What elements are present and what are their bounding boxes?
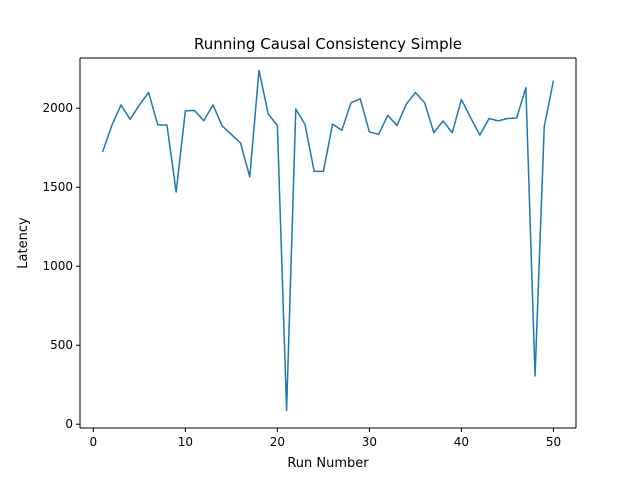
data-point-33 (395, 124, 399, 128)
data-point-5 (137, 103, 141, 107)
y-tick-label-1500: 1500 (42, 180, 73, 194)
data-point-12 (202, 119, 206, 123)
data-point-46 (515, 116, 519, 120)
x-axis-label: Run Number (287, 456, 369, 471)
data-point-49 (542, 124, 546, 128)
x-tick-label-30: 30 (362, 435, 377, 449)
chart-title: Running Causal Consistency Simple (194, 35, 462, 53)
data-point-10 (183, 109, 187, 113)
data-point-16 (239, 141, 243, 145)
x-tick-label-40: 40 (454, 435, 469, 449)
data-point-8 (165, 123, 169, 127)
data-point-35 (413, 90, 417, 94)
data-point-34 (404, 102, 408, 106)
x-tick-label-0: 0 (90, 435, 98, 449)
data-point-36 (423, 101, 427, 105)
y-tick-label-0: 0 (65, 417, 73, 431)
y-tick-label-2000: 2000 (42, 101, 73, 115)
data-point-40 (459, 98, 463, 102)
data-point-17 (248, 175, 252, 179)
data-point-15 (229, 132, 233, 136)
data-point-20 (275, 124, 279, 128)
data-point-7 (156, 123, 160, 127)
data-point-3 (119, 103, 123, 107)
data-point-22 (294, 107, 298, 111)
data-point-44 (496, 119, 500, 123)
data-point-38 (441, 119, 445, 123)
data-point-32 (386, 113, 390, 117)
x-tick-label-10: 10 (178, 435, 193, 449)
data-point-41 (469, 116, 473, 120)
y-tick-label-500: 500 (50, 338, 73, 352)
data-point-13 (211, 103, 215, 107)
y-tick-label-1000: 1000 (42, 259, 73, 273)
y-ticks: 0 500 1000 1500 2000 (42, 101, 80, 431)
data-point-11 (193, 108, 197, 112)
data-point-47 (524, 86, 528, 90)
data-point-30 (367, 130, 371, 134)
data-point-29 (358, 97, 362, 101)
x-ticks: 0 10 20 30 40 50 (90, 428, 561, 449)
data-point-9 (174, 190, 178, 194)
data-point-25 (321, 169, 325, 173)
data-point-18 (257, 68, 261, 72)
data-point-4 (128, 117, 132, 121)
data-point-6 (147, 90, 151, 94)
data-point-23 (303, 122, 307, 126)
data-point-27 (340, 128, 344, 132)
data-layer (101, 68, 555, 412)
data-point-2 (110, 124, 114, 128)
data-point-50 (551, 79, 555, 83)
data-point-28 (349, 101, 353, 105)
axes-frame (79, 57, 577, 429)
data-point-31 (377, 132, 381, 136)
data-point-37 (432, 131, 436, 135)
series-line-0 (101, 69, 555, 412)
data-point-19 (266, 112, 270, 116)
data-point-45 (505, 117, 509, 121)
data-point-43 (487, 117, 491, 121)
data-point-48 (533, 374, 537, 378)
data-point-26 (331, 122, 335, 126)
data-point-42 (478, 133, 482, 137)
y-axis-label: Latency (16, 217, 31, 269)
data-point-1 (101, 150, 105, 154)
x-tick-label-50: 50 (546, 435, 561, 449)
x-tick-label-20: 20 (270, 435, 285, 449)
data-point-21 (285, 408, 289, 412)
data-point-14 (220, 124, 224, 128)
data-point-39 (450, 131, 454, 135)
data-point-24 (312, 169, 316, 173)
